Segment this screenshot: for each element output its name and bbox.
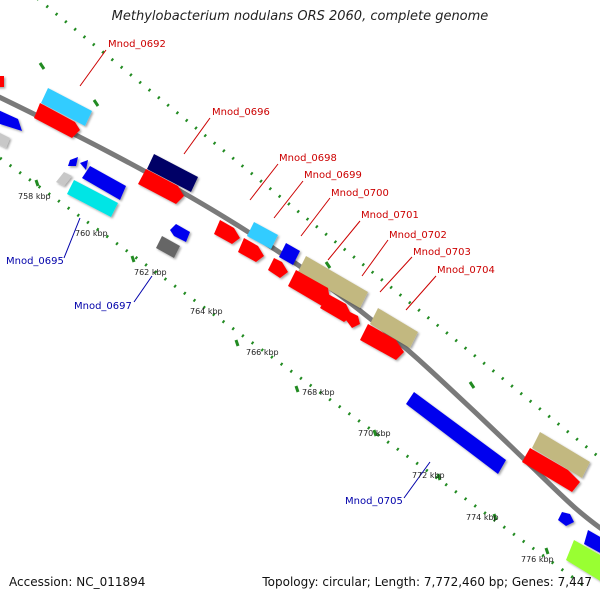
- gene-right-olive: [532, 432, 590, 478]
- tick-label: 772 kbp: [412, 471, 445, 480]
- gene-0695-blue: [82, 166, 126, 200]
- gene-0699-red: [238, 238, 264, 262]
- gene-fragment-gray: [0, 133, 10, 148]
- gene-0697-blue: [170, 224, 190, 242]
- gene-0705-blue: [406, 392, 506, 474]
- tick-label: 766 kbp: [246, 348, 279, 357]
- gene-0700-blue: [279, 243, 300, 265]
- tick-label: 776 kbp: [521, 555, 554, 564]
- gene-0696-navy: [147, 154, 198, 192]
- gene-0695-cyan: [67, 180, 118, 217]
- gene-0692-lightblue: [41, 88, 92, 126]
- tick-label: 760 kbp: [75, 229, 108, 238]
- gene-label: Mnod_0701: [361, 210, 419, 221]
- gene-label: Mnod_0692: [108, 39, 166, 50]
- gene-0692-red: [34, 103, 80, 138]
- gene-label: Mnod_0700: [331, 188, 389, 199]
- gene-label: Mnod_0702: [389, 230, 447, 241]
- gene-right-blue-edge: [584, 530, 600, 553]
- gene-small-blue-2: [80, 160, 88, 170]
- gene-label: Mnod_0699: [304, 170, 362, 181]
- gene-fragment-blue: [0, 110, 22, 131]
- gene-0704-olive: [370, 308, 418, 348]
- tick-label: 758 kbp: [18, 192, 51, 201]
- gene-label: Mnod_0696: [212, 107, 270, 118]
- map-title: Methylobacterium nodulans ORS 2060, comp…: [111, 9, 489, 24]
- gene-0704-red: [360, 324, 404, 360]
- gene-0703-red-small: [346, 312, 360, 328]
- accession-label: Accession: NC_011894: [9, 575, 146, 589]
- gene-fragment-red: [0, 76, 4, 87]
- genome-summary: Topology: circular; Length: 7,772,460 bp…: [262, 575, 592, 589]
- tick-label: 768 kbp: [302, 388, 335, 397]
- gene-label: Mnod_0704: [437, 265, 495, 276]
- gene-0699-lightblue: [247, 222, 278, 249]
- gene-label: Mnod_0698: [279, 153, 337, 164]
- gene-features: [0, 76, 600, 581]
- label-leaders: [63, 49, 437, 499]
- gene-label: Mnod_0705: [345, 496, 403, 507]
- gene-label: Mnod_0703: [413, 247, 471, 258]
- gene-0701-olive: [298, 256, 368, 308]
- gene-0696-red: [138, 169, 184, 204]
- gene-right-blue-small: [558, 512, 574, 526]
- gene-right-red: [522, 448, 580, 492]
- gene-0700-red: [268, 258, 288, 278]
- gene-small-gray: [56, 172, 72, 186]
- tick-label: 764 kbp: [190, 307, 223, 316]
- gene-0698-red: [214, 220, 240, 244]
- gene-labels-forward: Mnod_0692 Mnod_0696 Mnod_0698 Mnod_0699 …: [108, 39, 495, 276]
- gene-small-blue-1: [68, 157, 78, 166]
- tick-label: 762 kbp: [134, 268, 167, 277]
- gene-0701-red: [288, 270, 330, 306]
- gene-label: Mnod_0695: [6, 256, 64, 267]
- gene-right-lime: [566, 540, 600, 581]
- gene-0702-red: [320, 294, 352, 322]
- gene-0697-gray: [156, 236, 180, 258]
- tick-label: 774 kbp: [466, 513, 499, 522]
- tick-labels: 758 kbp 760 kbp 762 kbp 764 kbp 766 kbp …: [18, 192, 554, 564]
- tick-label: 770 kbp: [358, 429, 391, 438]
- gene-labels-reverse: Mnod_0695 Mnod_0697 Mnod_0705: [6, 256, 403, 507]
- gene-label: Mnod_0697: [74, 301, 132, 312]
- inner-dotted-ring: [0, 156, 591, 592]
